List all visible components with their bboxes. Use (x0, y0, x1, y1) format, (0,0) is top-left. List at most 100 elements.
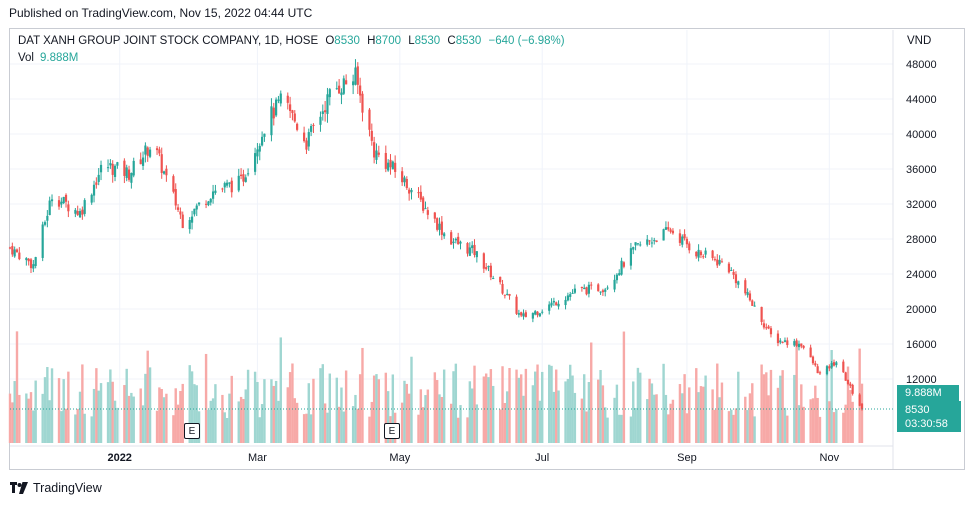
candle-body (632, 247, 635, 250)
volume-bar (372, 375, 376, 443)
countdown-value: 03:30:58 (905, 418, 948, 430)
volume-bar (860, 383, 864, 443)
candle-body (296, 123, 299, 130)
candle-body (15, 249, 19, 253)
candle-body (258, 145, 261, 152)
candle-body (473, 244, 476, 255)
candle-body (338, 85, 341, 94)
volume-bar (319, 368, 322, 443)
footer-brand[interactable]: TradingView (10, 481, 102, 495)
candle-body (713, 259, 717, 261)
volume-bar (711, 389, 714, 443)
y-tick-label: 48000 (906, 59, 937, 71)
candle-body (615, 274, 619, 281)
candle-body (501, 283, 504, 294)
volume-bar (155, 410, 159, 443)
candle-body (190, 216, 194, 223)
volume-bar (172, 415, 175, 443)
volume-bar (685, 413, 689, 443)
volume-bar (11, 402, 14, 443)
volume-bar (564, 381, 567, 443)
candle-body (377, 152, 380, 155)
candle-body (769, 328, 773, 335)
volume-bar (195, 385, 198, 443)
volume-bar (328, 373, 331, 443)
volume-bar (74, 414, 77, 443)
volume-bar (688, 387, 691, 443)
candle-body (209, 198, 212, 203)
candle-body (195, 205, 198, 210)
volume-bar (214, 384, 217, 443)
candle-body (426, 210, 429, 215)
volume-bar (295, 402, 299, 443)
volume-bar (244, 389, 247, 443)
volume-bar (239, 396, 243, 443)
candle-body (851, 384, 854, 394)
published-caption: Published on TradingView.com, Nov 15, 20… (9, 6, 313, 20)
candle-body (522, 313, 525, 317)
volume-bar (678, 384, 682, 443)
symbol-title: DAT XANH GROUP JOINT STOCK COMPANY, 1D, … (18, 35, 319, 47)
candle-body (370, 130, 373, 141)
volume-bar (832, 412, 836, 443)
candle-body (849, 383, 852, 386)
candle-body (732, 271, 735, 275)
volume-bar (653, 394, 656, 443)
candle-body (832, 362, 836, 366)
candle-body (573, 288, 576, 293)
candle-body (307, 132, 310, 147)
volume-bar (277, 400, 280, 443)
candle-body (440, 221, 443, 235)
candle-body (636, 243, 640, 245)
candle-body (116, 162, 119, 166)
volume-bar (305, 413, 308, 443)
candle-body (783, 340, 787, 342)
candle-body (604, 289, 607, 292)
volume-bar (634, 408, 637, 443)
volume-bar (555, 369, 558, 443)
candle-body (634, 242, 637, 246)
volume-bar (744, 396, 747, 443)
volume-bar (538, 400, 542, 443)
candle-body (277, 99, 280, 101)
x-tick-label: Jul (535, 452, 549, 464)
candle-body (172, 176, 175, 192)
time-axis: 2022 Mar May Jul Sep Nov (107, 452, 839, 464)
candle-body (345, 80, 348, 85)
volume-bar (237, 401, 240, 443)
volume-bar (720, 382, 724, 443)
volume-bar (270, 379, 273, 443)
volume-bar (718, 397, 721, 443)
candle-body (11, 246, 14, 255)
candle-body (685, 238, 689, 245)
volume-bar (716, 363, 719, 443)
candle-body (335, 88, 338, 90)
candle-body (517, 313, 520, 315)
candle-body (221, 188, 224, 190)
earnings-event-marker[interactable]: E (184, 423, 200, 439)
volume-bar (8, 393, 12, 443)
volume-bar (67, 371, 70, 443)
candle-body (8, 247, 12, 249)
volume-bar (620, 414, 623, 443)
candle-body (452, 241, 455, 244)
candle-body (802, 345, 805, 348)
candle-body (842, 361, 845, 373)
y-tick-label: 28000 (906, 234, 937, 246)
candle-body (125, 167, 128, 178)
volume-value: 9.888M (40, 52, 79, 64)
candle-body (601, 290, 604, 293)
volume-bar (639, 372, 642, 443)
candle-body (765, 327, 768, 329)
volume-bar (162, 397, 166, 443)
volume-bar (64, 408, 68, 443)
volume-bar (279, 337, 282, 443)
volume-bar (550, 365, 553, 443)
candle-body (648, 240, 651, 242)
candle-body (60, 201, 63, 205)
volume-bar (225, 417, 229, 443)
candle-body (727, 263, 731, 273)
earnings-event-marker[interactable]: E (384, 423, 400, 439)
candle-body (78, 211, 82, 218)
